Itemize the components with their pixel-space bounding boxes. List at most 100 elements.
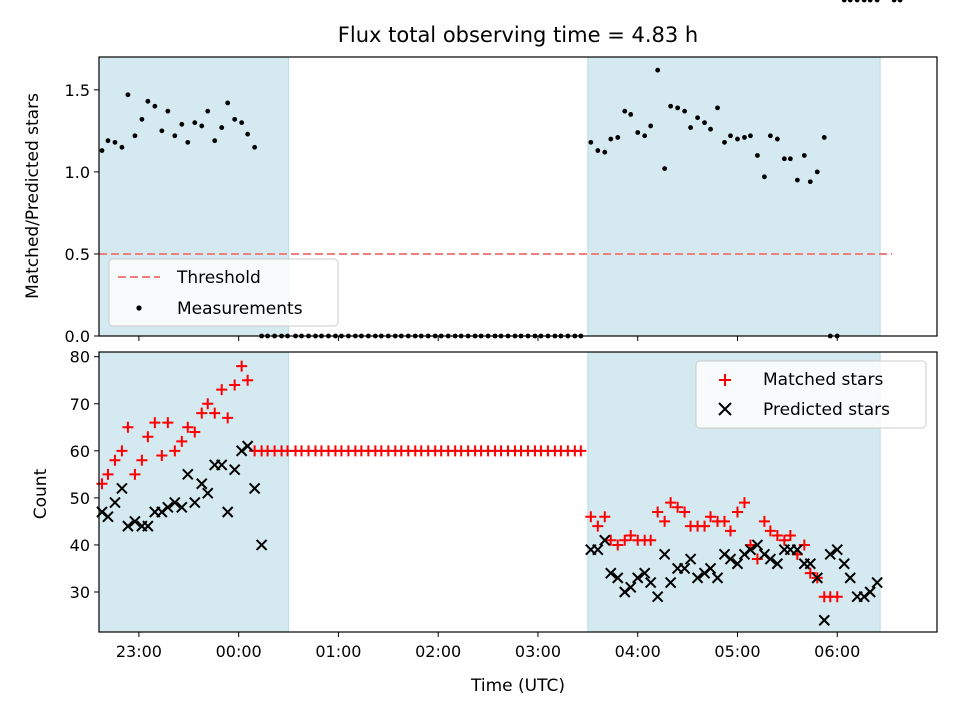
measurement-point xyxy=(99,148,105,153)
bottom-y-axis-label: Count xyxy=(31,468,51,519)
matched-legend-label: Matched stars xyxy=(763,370,883,390)
x-axis-label: Time (UTC) xyxy=(470,676,565,696)
measurement-point xyxy=(742,135,747,140)
y-tick-label: 50 xyxy=(70,489,90,508)
matched-star-point xyxy=(96,478,108,490)
matched-star-point xyxy=(142,431,154,443)
matched-star-point xyxy=(652,506,664,518)
measurement-point xyxy=(252,144,258,150)
measurement-point xyxy=(239,120,245,126)
predicted-star-point xyxy=(215,459,228,471)
measurement-point xyxy=(861,0,867,3)
measurement-point xyxy=(767,133,773,139)
matched-star-point xyxy=(102,468,114,480)
matched-star-point xyxy=(182,421,194,433)
bottom-legend-box xyxy=(695,360,927,429)
predicted-star-point xyxy=(818,614,830,626)
measurement-point xyxy=(854,0,860,3)
matched-star-point xyxy=(156,450,168,462)
y-tick-label: 1.5 xyxy=(65,81,90,100)
matched-star-point xyxy=(612,539,624,551)
predicted-star-point xyxy=(838,558,850,570)
measurement-point xyxy=(891,0,897,3)
matched-star-point xyxy=(189,426,201,438)
matched-star-point xyxy=(229,379,241,391)
measurement-point xyxy=(595,148,601,153)
x-tick-label: 01:00 xyxy=(315,642,361,661)
predicted-legend-label: Predicted stars xyxy=(763,400,890,420)
observing-window-band xyxy=(98,351,290,633)
predicted-star-point xyxy=(804,558,817,570)
predicted-star-point xyxy=(691,572,704,584)
predicted-star-point xyxy=(744,543,757,556)
matched-star-point xyxy=(129,468,141,480)
measurement-point xyxy=(165,108,171,114)
predicted-star-point xyxy=(176,501,188,514)
bottom-panel: 30 40 50 60 70 80 23:00 00:00 01:00 02:00 03:00 04… xyxy=(31,348,938,696)
threshold-legend-label: Threshold xyxy=(176,268,261,288)
predicted-star-point xyxy=(711,572,724,584)
matched-star-point xyxy=(122,421,134,433)
predicted-star-point xyxy=(228,463,241,476)
matched-star-point xyxy=(831,591,843,603)
measurement-point xyxy=(715,105,720,111)
x-tick-label: 00:00 xyxy=(216,642,262,661)
predicted-star-point xyxy=(824,548,836,561)
measurement-point xyxy=(688,125,693,130)
measurement-point xyxy=(682,108,688,114)
measurement-point xyxy=(748,133,753,139)
matched-stars-series xyxy=(96,361,843,603)
predicted-star-point xyxy=(811,572,823,584)
matched-star-point xyxy=(196,407,208,419)
y-tick-label: 1.0 xyxy=(65,163,90,182)
measurement-point xyxy=(628,112,634,117)
measurement-point xyxy=(774,136,780,142)
matched-star-point xyxy=(619,534,631,546)
predicted-star-point xyxy=(632,572,644,584)
measurement-point xyxy=(185,139,191,145)
measurement-point xyxy=(695,115,700,121)
top-y-axis-ticks: 0.0 0.5 1.0 1.5 xyxy=(65,81,99,346)
measurement-point xyxy=(119,144,125,150)
predicted-star-point xyxy=(704,562,717,575)
measurement-point xyxy=(615,135,621,140)
matched-star-point xyxy=(659,515,671,527)
predicted-star-point xyxy=(592,543,604,556)
measurement-point xyxy=(728,133,733,139)
predicted-star-point xyxy=(122,520,134,532)
predicted-star-point xyxy=(169,496,181,509)
measurements-legend-label: Measurements xyxy=(177,299,303,319)
measurement-point xyxy=(655,67,661,73)
predicted-star-point xyxy=(109,496,121,509)
matched-star-point xyxy=(679,506,691,518)
predicted-star-point xyxy=(678,562,691,575)
predicted-star-point xyxy=(116,482,128,495)
matched-legend-marker xyxy=(719,374,731,386)
measurement-point xyxy=(874,0,880,3)
matched-star-point xyxy=(771,530,783,542)
measurement-point xyxy=(807,179,813,185)
matched-star-point xyxy=(665,497,677,509)
matched-star-point xyxy=(176,435,188,447)
measurement-point xyxy=(801,153,807,158)
matched-star-point xyxy=(216,384,228,396)
matched-star-point xyxy=(202,398,214,410)
measurement-point xyxy=(219,125,225,130)
predicted-star-point xyxy=(658,548,671,561)
measurement-point xyxy=(608,136,614,142)
top-y-axis-label: Matched/Predicted stars xyxy=(23,93,43,299)
predicted-star-point xyxy=(751,539,764,551)
matched-star-point xyxy=(719,515,731,527)
y-tick-label: 40 xyxy=(70,536,90,555)
matched-star-point xyxy=(605,534,617,546)
predicted-stars-series xyxy=(96,440,883,626)
measurement-point xyxy=(787,156,793,162)
matched-star-point xyxy=(599,511,611,523)
top-x-axis-ticks xyxy=(138,336,838,341)
measurement-point xyxy=(172,133,178,139)
matched-star-point xyxy=(575,445,587,457)
measurement-point xyxy=(635,130,641,135)
measurement-point xyxy=(722,139,727,145)
measurement-point xyxy=(847,0,853,3)
